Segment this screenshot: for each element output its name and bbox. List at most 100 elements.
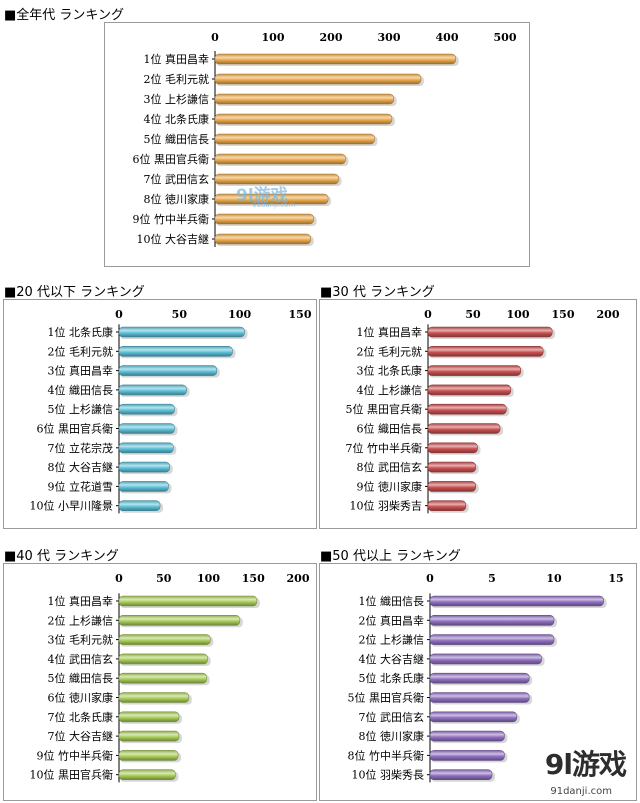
bar [429, 730, 505, 742]
bar [118, 423, 175, 434]
category-label: 1位 北条氏康 [48, 325, 114, 339]
category-label: 9位 徳川家康 [357, 479, 423, 493]
bar [427, 481, 477, 492]
tick-label: 100 [228, 308, 251, 321]
tick-label: 100 [262, 31, 285, 44]
category-label: 5位 上杉謙信 [48, 402, 114, 416]
category-label: 2位 毛利元就 [144, 72, 210, 86]
category-label: 1位 真田昌幸 [357, 325, 423, 339]
bar [118, 442, 174, 454]
bar [427, 442, 478, 454]
chart-panel-50s: 0 5 10 15 1位 織田信長 2位 真田昌幸 2位 上杉謙信 4位 大谷吉継 5位 北条氏… [319, 563, 637, 801]
category-label: 6位 織田信長 [357, 422, 423, 436]
bar [118, 672, 208, 684]
category-label: 8位 大谷吉継 [48, 460, 114, 474]
tick-label: 300 [378, 31, 401, 44]
tick-label: 50 [172, 308, 188, 321]
bar [427, 423, 501, 434]
bar [429, 692, 530, 703]
tick-label: 50 [465, 308, 481, 321]
bar [427, 365, 521, 376]
category-label: 10位 羽柴秀吉 [350, 499, 423, 513]
bar [118, 481, 169, 492]
category-label: 1位 真田昌幸 [48, 594, 114, 608]
bar [429, 769, 493, 780]
bar [118, 384, 187, 396]
bar [214, 213, 314, 225]
chart-panel-all-ages: 0 100 200 300 400 500 1位 真田昌幸 2位 毛利元就 3位 上杉謙信 4位 … [104, 22, 530, 267]
chart-40s: 0 50 100 150 200 1位 真田昌幸 2位 上杉謙信 3位 毛利元就 4位 武田信玄… [30, 572, 310, 783]
watermark-logo: 9l游戏 [544, 748, 627, 781]
bar [427, 326, 553, 338]
watermark-url: 91danji.com [550, 786, 612, 797]
tick-label: 150 [242, 572, 265, 585]
tick-label: 150 [552, 308, 575, 321]
bar [118, 595, 258, 607]
tick-label: 10 [546, 572, 562, 585]
category-label: 2位 毛利元就 [48, 344, 114, 358]
bar [429, 750, 505, 761]
category-label: 6位 黒田官兵衛 [37, 422, 114, 436]
section-title-30s: ■30 代 ランキング [320, 285, 435, 300]
category-label: 4位 大谷吉継 [359, 652, 425, 666]
bar [427, 403, 507, 415]
category-label: 5位 織田信長 [144, 132, 210, 146]
bar [118, 692, 190, 703]
category-label: 9位 竹中半兵衛 [37, 748, 114, 762]
tick-label: 200 [320, 31, 343, 44]
bar [429, 672, 530, 684]
category-label: 10位 黒田官兵衛 [30, 768, 114, 782]
category-label: 4位 織田信長 [48, 383, 114, 397]
category-label: 9位 竹中半兵衛 [133, 212, 210, 226]
category-label: 9位 立花道雪 [48, 479, 114, 493]
bar [214, 113, 393, 125]
category-label: 4位 北条氏康 [144, 112, 210, 126]
category-label: 1位 真田昌幸 [144, 52, 210, 66]
category-label: 2位 真田昌幸 [359, 613, 425, 627]
tick-label: 0 [115, 308, 123, 321]
bar [429, 711, 518, 723]
category-label: 5位 黒田官兵衛 [346, 402, 423, 416]
tick-label: 0 [115, 572, 123, 585]
chart-panel-20s: 0 50 100 150 1位 北条氏康 2位 毛利元就 3位 真田昌幸 4位 織田信長 5位 … [3, 299, 317, 529]
category-label: 7位 大谷吉継 [48, 729, 114, 743]
bar [429, 634, 555, 645]
category-label: 5位 黒田官兵衛 [348, 691, 425, 705]
bar [118, 750, 179, 761]
bar [214, 153, 346, 165]
bar [118, 461, 170, 473]
category-label: 8位 武田信玄 [357, 460, 423, 474]
category-label: 2位 上杉謙信 [359, 633, 425, 647]
category-label: 7位 竹中半兵衛 [346, 441, 423, 455]
bar [429, 653, 542, 665]
watermark-center-logo: 9l游戏 [236, 186, 288, 206]
tick-label: 0 [424, 308, 432, 321]
category-label: 7位 武田信玄 [359, 710, 425, 724]
category-label: 4位 武田信玄 [48, 652, 114, 666]
chart-all-ages: 0 100 200 300 400 500 1位 真田昌幸 2位 毛利元就 3位 上杉謙信 4位 … [133, 31, 517, 247]
category-label: 5位 織田信長 [48, 671, 114, 685]
bar [214, 93, 394, 105]
chart-panel-30s: 0 50 100 150 200 1位 真田昌幸 2位 毛利元就 3位 北条氏康 4位 上杉謙信… [319, 299, 637, 529]
category-label: 10位 大谷吉継 [137, 232, 210, 246]
category-label: 2位 毛利元就 [357, 344, 423, 358]
tick-label: 400 [436, 31, 459, 44]
category-label: 3位 北条氏康 [357, 364, 423, 378]
category-label: 8位 竹中半兵衛 [348, 748, 425, 762]
bar [214, 53, 456, 65]
bar [427, 500, 467, 511]
bar [214, 133, 375, 145]
tick-label: 500 [494, 31, 517, 44]
bar [118, 326, 245, 338]
bar [427, 461, 477, 473]
section-title-50s: ■50 代以上 ランキング [320, 549, 461, 564]
chart-panel-40s: 0 50 100 150 200 1位 真田昌幸 2位 上杉謙信 3位 毛利元就 4位 武田信玄… [3, 563, 317, 801]
tick-label: 0 [426, 572, 434, 585]
tick-label: 5 [488, 572, 496, 585]
bar [118, 653, 208, 665]
tick-label: 200 [597, 308, 620, 321]
bar [427, 345, 544, 357]
tick-label: 200 [287, 572, 310, 585]
bar [118, 614, 241, 626]
category-label: 10位 羽柴秀長 [352, 768, 425, 782]
